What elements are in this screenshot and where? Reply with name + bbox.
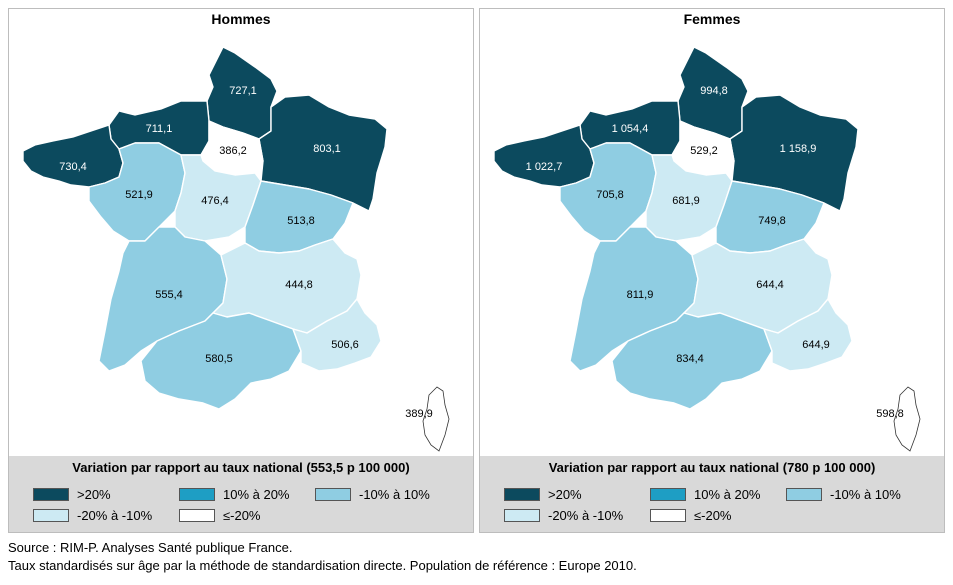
map-title: Femmes (683, 11, 741, 27)
region-value-bourgogne-franche-comte: 749,8 (758, 215, 786, 227)
legend-title: Variation par rapport au taux national (… (72, 460, 410, 475)
region-bretagne (493, 124, 595, 188)
region-value-grand-est: 1 158,9 (780, 143, 817, 155)
region-corse (422, 386, 450, 452)
legend-label: >20% (77, 486, 111, 502)
region-value-hauts-de-france: 994,8 (700, 85, 728, 97)
legend-label: 10% à 20% (223, 486, 290, 502)
legend-swatch (33, 487, 69, 501)
legend-item-gt20: >20% (33, 486, 111, 502)
region-value-occitanie: 834,4 (676, 353, 704, 365)
legend-item-m20-m10: -20% à -10% (504, 507, 623, 523)
map-panel-hommes: Hommes 727,1 711,1 803,1 386,2 730,4 521,9 476… (8, 8, 474, 533)
legend-item-gt20: >20% (504, 486, 582, 502)
legend-label: ≤-20% (223, 507, 261, 523)
region-value-paca: 506,6 (331, 339, 359, 351)
france-map: 994,8 1 054,4 1 158,9 529,2 1 022,7 705,8 681,… (493, 46, 921, 452)
region-grand-est (729, 94, 859, 212)
region-occitanie (140, 312, 302, 410)
legend-item-p10-20: 10% à 20% (650, 486, 761, 502)
legend-swatch (33, 508, 69, 522)
legend-item-m20-m10: -20% à -10% (33, 507, 152, 523)
legend-label: -10% à 10% (830, 486, 901, 502)
region-value-centre-val-de-loire: 681,9 (672, 195, 700, 207)
region-value-nouvelle-aquitaine: 555,4 (155, 289, 183, 301)
region-value-bourgogne-franche-comte: 513,8 (287, 215, 315, 227)
legend-label: >20% (548, 486, 582, 502)
region-value-nouvelle-aquitaine: 811,9 (627, 289, 654, 301)
legend-swatch (504, 487, 540, 501)
region-value-corse: 389,9 (405, 408, 433, 420)
legend-swatch (650, 508, 686, 522)
legend-label: ≤-20% (694, 507, 732, 523)
legend-title: Variation par rapport au taux national (… (548, 460, 876, 475)
legend-item-le-m20: ≤-20% (179, 507, 260, 523)
region-value-occitanie: 580,5 (205, 353, 233, 365)
region-paca (763, 298, 853, 372)
region-corse (893, 386, 921, 452)
region-value-auvergne-rhone-alpes: 644,4 (756, 279, 784, 291)
legend-item-m10-p10: -10% à 10% (786, 486, 901, 502)
france-map: 727,1 711,1 803,1 386,2 730,4 521,9 476,4 513,8… (22, 46, 450, 452)
legend-swatch (179, 487, 215, 501)
source-note: Source : RIM-P. Analyses Santé publique … (8, 540, 293, 555)
legend-label: -20% à -10% (77, 507, 153, 523)
legend-swatch (179, 508, 215, 522)
legend-label: 10% à 20% (694, 486, 761, 502)
region-value-ile-de-france: 529,2 (690, 145, 718, 157)
method-note: Taux standardisés sur âge par la méthode… (8, 558, 637, 573)
legend-swatch (504, 508, 540, 522)
region-occitanie (611, 312, 773, 410)
region-value-centre-val-de-loire: 476,4 (201, 195, 229, 207)
legend-swatch (650, 487, 686, 501)
region-paca (292, 298, 382, 372)
legend-item-p10-20: 10% à 20% (179, 486, 290, 502)
legend-item-le-m20: ≤-20% (650, 507, 731, 523)
region-value-normandie: 1 054,4 (612, 123, 649, 135)
legend: Variation par rapport au taux national (… (9, 456, 473, 532)
region-value-auvergne-rhone-alpes: 444,8 (285, 279, 313, 291)
map-panel-femmes: Femmes 994,8 1 054,4 1 158,9 529,2 1 022,7 70… (479, 8, 945, 533)
region-value-grand-est: 803,1 (313, 143, 341, 155)
region-value-paca: 644,9 (802, 339, 830, 351)
footer: Source : RIM-P. Analyses Santé publique … (8, 539, 637, 575)
legend-label: -20% à -10% (548, 507, 624, 523)
map-title: Hommes (211, 11, 271, 27)
region-value-bretagne: 1 022,7 (526, 161, 563, 173)
region-bretagne (22, 124, 124, 188)
region-value-corse: 598,8 (876, 408, 904, 420)
region-value-bretagne: 730,4 (59, 161, 87, 173)
region-value-normandie: 711,1 (146, 123, 173, 135)
legend-label: -10% à 10% (359, 486, 430, 502)
legend-swatch (786, 487, 822, 501)
region-value-ile-de-france: 386,2 (219, 145, 247, 157)
region-value-hauts-de-france: 727,1 (229, 85, 257, 97)
legend-item-m10-p10: -10% à 10% (315, 486, 430, 502)
legend-swatch (315, 487, 351, 501)
region-value-pays-de-la-loire: 521,9 (125, 189, 153, 201)
legend: Variation par rapport au taux national (… (480, 456, 944, 532)
region-value-pays-de-la-loire: 705,8 (596, 189, 624, 201)
region-grand-est (258, 94, 388, 212)
